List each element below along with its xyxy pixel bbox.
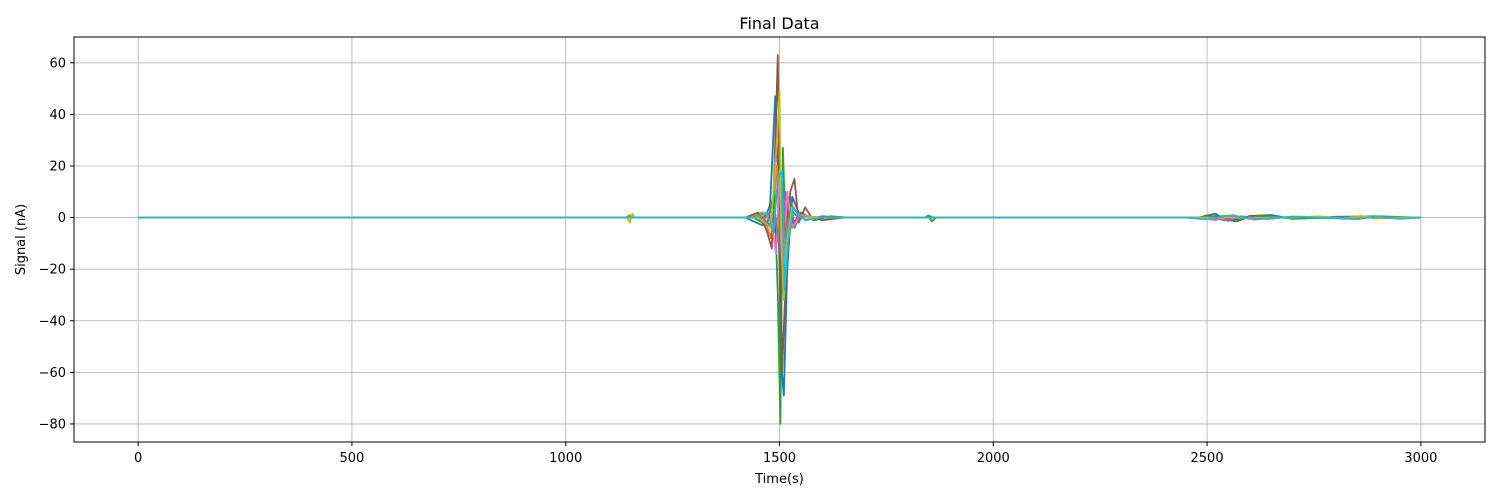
series-group xyxy=(138,54,1421,425)
axis-ticks: 0 500 1000 1500 2000 2500 3000 −80 −60 −40 −20 0 20 4… xyxy=(39,56,1438,466)
x-tick-label: 2000 xyxy=(977,451,1010,466)
y-tick-label: −60 xyxy=(39,366,66,381)
x-tick-label: 3000 xyxy=(1404,451,1437,466)
x-tick-label: 0 xyxy=(134,451,142,466)
x-tick-label: 500 xyxy=(340,451,365,466)
y-tick-label: 0 xyxy=(58,211,66,226)
y-tick-label: 40 xyxy=(49,108,66,123)
y-tick-label: −20 xyxy=(39,263,66,278)
x-tick-label: 1000 xyxy=(549,451,582,466)
y-tick-label: −80 xyxy=(39,417,66,432)
x-tick-label: 2500 xyxy=(1191,451,1224,466)
chart-title: Final Data xyxy=(739,14,819,33)
y-tick-label: 20 xyxy=(49,159,66,174)
series-line-3 xyxy=(138,147,1421,425)
x-tick-label: 1500 xyxy=(763,451,796,466)
series-line-10 xyxy=(138,170,1421,291)
y-tick-label: 60 xyxy=(49,56,66,71)
y-tick-label: −40 xyxy=(39,314,66,329)
y-axis-label: Signal (nA) xyxy=(14,204,29,275)
x-axis-label: Time(s) xyxy=(754,472,804,487)
